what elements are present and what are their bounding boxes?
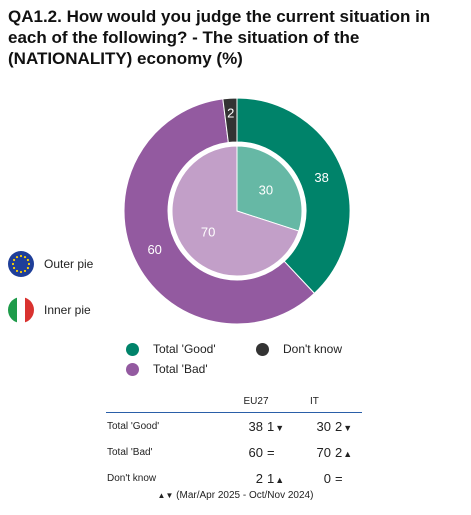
eu27-value: 60 [224, 439, 264, 465]
legend-label: Don't know [283, 342, 342, 356]
comparison-table: EU27 IT Total 'Good' 38 1▼ 30 2▼ Total 'Bad' 6… [106, 390, 362, 491]
inner-slice-1 [171, 145, 300, 277]
table-row: Don't know 2 1▲ 0 = [106, 465, 362, 491]
trend-arrows-icon: ▲▼ [157, 491, 174, 500]
inner-pie-key: Inner pie [8, 294, 93, 326]
outer-slice-label-0: 38 [314, 170, 328, 185]
down-arrow-icon: ▼ [343, 422, 353, 433]
eu27-value-value: 60 [248, 444, 263, 460]
legend-swatch [256, 342, 269, 356]
it-change: 2▼ [332, 413, 362, 440]
eu27-change: 1▲ [264, 465, 288, 491]
eu27-value: 38 [224, 413, 264, 440]
row-label: Total 'Good' [106, 413, 224, 440]
italy-flag-icon [8, 297, 34, 323]
table-row: Total 'Good' 38 1▼ 30 2▼ [106, 413, 362, 440]
legend-swatch [126, 362, 139, 376]
inner-slice-label-0: 30 [259, 183, 273, 198]
eu27-change: = [264, 439, 288, 465]
outer-pie-label: Outer pie [44, 257, 94, 271]
chart-title: QA1.2. How would you judge the current s… [8, 7, 431, 68]
eu27-change-value: 1 [267, 418, 275, 434]
it-change: 2▲ [332, 439, 362, 465]
row-label: Total 'Bad' [106, 439, 224, 465]
down-arrow-icon [275, 449, 276, 459]
row-label-value: Total 'Good' [107, 420, 160, 432]
down-arrow-icon: ▼ [275, 422, 285, 433]
it-value-value: 70 [316, 444, 331, 460]
inner-slice-0 [236, 145, 303, 232]
legend-item-dont-know: Don't know [256, 342, 342, 356]
it-change-value: 2 [335, 444, 343, 460]
row-label-value: Total 'Bad' [107, 446, 153, 458]
inner-pie-label: Inner pie [44, 303, 91, 317]
footnote: ▲▼ (Mar/Apr 2025 - Oct/Nov 2024) [0, 490, 471, 501]
legend: Total 'Good' Don't know Total 'Bad' [126, 340, 386, 380]
legend-item-good: Total 'Good' [126, 342, 216, 356]
legend-label: Total 'Bad' [153, 362, 208, 376]
it-change-value: 2 [335, 418, 343, 434]
down-arrow-icon [343, 475, 344, 485]
table-row: Total 'Bad' 60 = 70 2▲ [106, 439, 362, 465]
eu27-value: 2 [224, 465, 264, 491]
eu27-value-value: 38 [248, 418, 263, 434]
inner-pie [168, 142, 306, 280]
legend-item-bad: Total 'Bad' [126, 362, 208, 376]
row-label-value: Don't know [107, 472, 157, 484]
outer-slice-label-2: 2 [227, 106, 234, 121]
outer-pie-key: Outer pie [8, 248, 93, 280]
header-eu27: EU27 [224, 390, 288, 413]
legend-label: Total 'Good' [153, 342, 216, 356]
pie-key: Outer pie Inner pie [8, 248, 93, 340]
it-value-value: 30 [316, 418, 331, 434]
up-arrow-icon: ▲ [343, 448, 353, 459]
pie-labels: 38 60 2 30 70 [147, 106, 328, 258]
up-arrow-icon: ▲ [275, 474, 285, 485]
it-change: = [332, 465, 362, 491]
it-value-value: 0 [323, 470, 331, 486]
it-value: 30 [288, 413, 332, 440]
footnote-text: (Mar/Apr 2025 - Oct/Nov 2024) [176, 490, 314, 501]
it-value: 70 [288, 439, 332, 465]
eu27-change-value: 1 [267, 470, 275, 486]
row-label: Don't know [106, 465, 224, 491]
eu27-value-value: 2 [255, 470, 263, 486]
eu-flag-icon [8, 251, 34, 277]
inner-slice-label-1: 70 [201, 225, 215, 240]
legend-swatch [126, 342, 139, 356]
header-it: IT [288, 390, 362, 413]
it-change-value: = [335, 470, 343, 486]
outer-slice-label-1: 60 [147, 242, 161, 257]
it-value: 0 [288, 465, 332, 491]
eu27-change-value: = [267, 444, 275, 460]
eu27-change: 1▼ [264, 413, 288, 440]
